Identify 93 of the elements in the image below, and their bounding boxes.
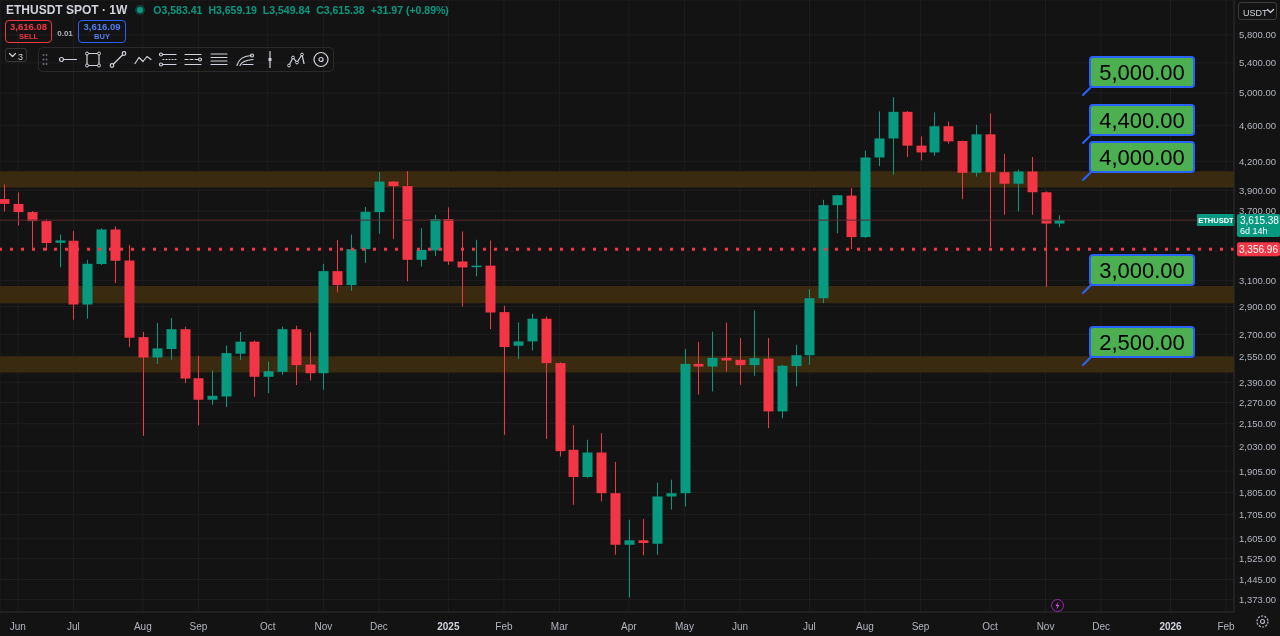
candlestick [735, 337, 746, 386]
annotation: C3,615.38 [316, 4, 365, 16]
annotation: 5,000.00 [1099, 60, 1185, 85]
annotation: 3,000.00 [1099, 258, 1185, 283]
annotation: 3,616.08 [10, 20, 47, 32]
candlestick [207, 370, 218, 406]
y-tick-label: 2,390.00 [1239, 376, 1276, 388]
annotation: 3 [18, 52, 24, 62]
y-tick-label: 2,900.00 [1239, 300, 1276, 312]
x-tick-label: Feb [495, 621, 513, 632]
annotation: 3,616.09 [83, 20, 121, 32]
x-tick-label: May [675, 621, 694, 632]
candlestick [832, 194, 843, 234]
annotation: 4,000.00 [1099, 145, 1185, 170]
candlestick [13, 191, 24, 227]
currency-dropdown: USDT [1238, 2, 1277, 20]
candlestick [638, 518, 649, 556]
candlestick [666, 479, 677, 511]
x-tick-label: Jun [9, 621, 26, 632]
y-tick-label: 4,200.00 [1239, 155, 1276, 167]
x-tick-label: Aug [133, 621, 152, 632]
y-tick-label: 5,000.00 [1239, 87, 1276, 99]
y-tick-label: 1,905.00 [1239, 465, 1276, 477]
ref-line-label: 3,615.38 [1240, 215, 1280, 227]
x-tick-label: 2025 [437, 621, 460, 632]
y-axis-title: USDT [1243, 8, 1268, 18]
y-tick-label: 1,445.00 [1239, 573, 1276, 585]
x-tick-label: Dec [1092, 621, 1110, 632]
x-tick-label: Aug [856, 621, 874, 632]
y-tick-label: 3,900.00 [1239, 184, 1276, 196]
chart-title: ETHUSDT SPOT · 1W [6, 3, 128, 17]
text: 6d 14h [1240, 226, 1268, 237]
candlestick [1013, 168, 1024, 212]
candlestick [749, 309, 760, 377]
candlestick [235, 331, 246, 361]
candlestick [527, 313, 538, 351]
collapse-button: 3 [5, 48, 27, 62]
candlestick [999, 153, 1010, 216]
candlestick [166, 317, 177, 361]
y-tick-label: 3,100.00 [1239, 274, 1276, 286]
y-tick-label: 2,150.00 [1239, 418, 1276, 430]
x-tick-label: Nov [314, 621, 333, 632]
x-tick-label: Feb [1217, 621, 1236, 632]
annotation: O3,583.41 [153, 4, 203, 16]
y-tick-label: 5,400.00 [1239, 57, 1276, 69]
x-tick-label: Nov [1036, 621, 1055, 632]
candlestick [513, 321, 524, 360]
candlestick [791, 344, 802, 387]
x-tick-label: Jul [803, 621, 816, 632]
y-tick-label: 1,805.00 [1239, 486, 1276, 498]
candlestick [707, 331, 718, 392]
annotation: 2,500.00 [1099, 330, 1185, 355]
candlestick [55, 234, 66, 268]
candlestick [874, 111, 885, 167]
x-tick-label: Oct [982, 621, 998, 632]
x-tick-label: Oct [260, 621, 276, 632]
candlestick [693, 341, 704, 396]
candlestick [332, 239, 343, 293]
candlestick [305, 331, 316, 382]
candlestick [152, 322, 163, 365]
x-tick-label: Jul [67, 621, 80, 632]
y-tick-label: 4,600.00 [1239, 120, 1276, 132]
ref-line-label: 3,356.96 [1239, 243, 1279, 255]
candlestick [1027, 156, 1038, 216]
annotation: 4,400.00 [1099, 108, 1185, 133]
annotation: +31.97 (+0.89%) [370, 4, 449, 16]
y-tick-label: 2,700.00 [1239, 328, 1276, 340]
annotation: 0.01 [57, 29, 73, 38]
y-tick-label: 1,705.00 [1239, 509, 1276, 521]
candlestick [416, 227, 427, 268]
candlestick [193, 355, 204, 426]
candlestick [138, 331, 149, 437]
x-tick-label: Sep [189, 621, 208, 632]
annotation: H3,659.19 [208, 4, 257, 16]
candlestick [0, 183, 10, 213]
candlestick [624, 519, 635, 599]
x-tick-label: Apr [621, 621, 638, 632]
x-tick-label: 2026 [1159, 621, 1183, 632]
y-tick-label: 1,605.00 [1239, 532, 1276, 544]
x-tick-label: Mar [550, 621, 569, 632]
y-tick-label: 2,030.00 [1239, 440, 1276, 452]
x-tick-label: Dec [370, 621, 388, 632]
y-tick-label: 2,550.00 [1239, 351, 1276, 363]
candlestick [943, 120, 954, 145]
y-tick-label: 5,800.00 [1239, 29, 1276, 41]
annotation: L3,549.84 [262, 4, 311, 16]
y-tick-label: 2,270.00 [1239, 396, 1276, 408]
x-tick-label: Jun [731, 621, 749, 632]
y-tick-label: 1,373.00 [1239, 593, 1276, 605]
y-tick-label: 3,700.00 [1239, 205, 1276, 217]
x-tick-label: Sep [911, 621, 930, 632]
candlestick [263, 361, 274, 394]
y-tick-label: 1,525.00 [1239, 552, 1276, 564]
